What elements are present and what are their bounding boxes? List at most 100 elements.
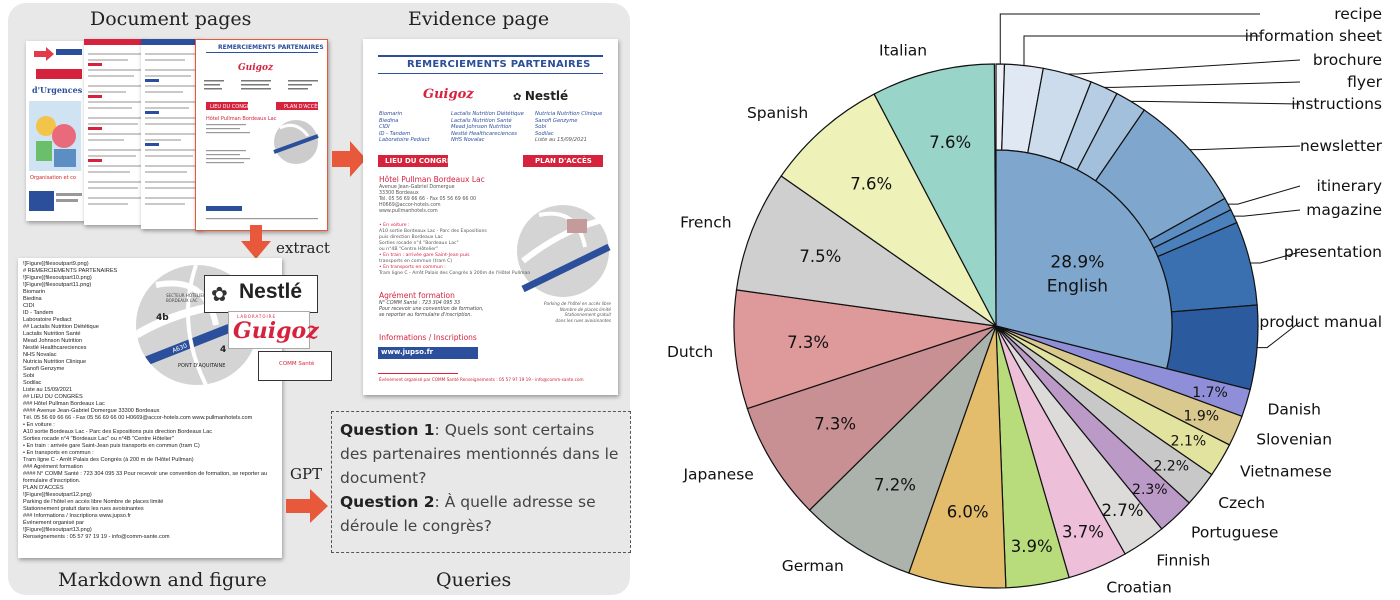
- markdown-line: #### N° COMM Santé : 723 304 095 33 Pour…: [23, 471, 268, 477]
- leader-line-brochure: [1067, 59, 1301, 75]
- subcategory-label-itinerary: itinerary: [1317, 177, 1382, 195]
- doc-orga: Organisation et co: [30, 175, 76, 181]
- slice-label-italian: Italian: [879, 41, 927, 59]
- markdown-line: Sobi: [23, 373, 35, 379]
- access-line: Tram ligne C - Arrêt Palais des Congrès …: [379, 271, 531, 276]
- access-line: • En transports en commun :: [379, 265, 446, 270]
- slice-label-vietnamese: Vietnamese: [1240, 462, 1332, 480]
- title-queries: Queries: [436, 569, 512, 591]
- partner: Sobi: [535, 124, 547, 131]
- evidence-partners-col2: Lactalis Nutrition Diététique Lactalis N…: [451, 111, 524, 144]
- address-line: 33300 Bordeaux: [379, 191, 419, 196]
- slice-label-danish: Danish: [1267, 401, 1320, 419]
- evidence-nestle-text: Nestlé: [524, 89, 569, 103]
- map-label-4b: 4b: [156, 313, 169, 323]
- map-label-secteur: SECTEUR HÔTELIER BORDEAUX LAC: [166, 293, 206, 303]
- slice-label-french: French: [680, 213, 732, 231]
- question-1: Question 1: Quels sont certains des part…: [340, 418, 622, 490]
- leader-line-instructions: [1130, 100, 1301, 105]
- svg-text:PLAN D'ACCÈS: PLAN D'ACCÈS: [284, 102, 321, 110]
- label-gpt: GPT: [290, 465, 323, 483]
- slice-japanese: [746, 325, 997, 511]
- leader-line-presentation: [1250, 251, 1301, 264]
- parking-line: Stationnement gratuit: [564, 312, 611, 318]
- leader-line-newsletter: [1189, 145, 1301, 151]
- evidence-address: Avenue Jean-Gabriel Domergue 33300 Borde…: [379, 185, 476, 215]
- markdown-line: Sodilac: [23, 380, 42, 386]
- doc-page-3-art: [141, 39, 203, 205]
- partner: Nutricia Nutrition Clinique: [535, 111, 603, 117]
- pct-label-finnish: 2.7%: [1102, 501, 1144, 520]
- partner: Mead Johnson Nutrition: [451, 124, 512, 131]
- markdown-line: Laboratoire Pediact: [23, 317, 72, 323]
- doc-page-2-art: [84, 39, 146, 205]
- evidence-access: • En voiture : A10 sortie Bordeaux Lac -…: [379, 223, 530, 277]
- label-extract: extract: [276, 239, 330, 257]
- partner: Sanofi Genzyme: [535, 117, 578, 124]
- nest-icon: ✿: [211, 282, 228, 306]
- partner-list-date: Liste au 15/09/2021: [535, 137, 587, 144]
- access-line: ou n°4B "Centre Hôtelier": [379, 247, 439, 252]
- subcategory-label-presentation: presentation: [1284, 243, 1382, 261]
- markdown-line: ![Figure](filesoutpart11.png): [23, 282, 92, 288]
- pct-label-english: 28.9%: [1050, 253, 1104, 273]
- slice-label-dutch: Dutch: [667, 343, 713, 361]
- markdown-line: Stationnement gratuit dans les rues avoi…: [23, 506, 144, 512]
- subcategory-label-recipe: recipe: [1334, 5, 1382, 23]
- doc-page-2: [84, 39, 146, 225]
- arrow-to-evidence: [332, 141, 366, 177]
- comm-sante-logo-figure: COMM Santé: [258, 351, 332, 381]
- partner: ID - Tandem: [379, 130, 411, 137]
- leader-line-itinerary: [1227, 185, 1301, 205]
- address-line: Avenue Jean-Gabriel Domergue: [379, 185, 455, 190]
- markdown-line: Liste au 15/09/2021: [23, 387, 73, 393]
- markdown-line: Sanofi Genzyme: [23, 366, 65, 372]
- evidence-agrement-title: Agrément formation: [379, 291, 455, 300]
- parking-line: dans les rues avoisinantes: [555, 317, 612, 323]
- markdown-line: Tram ligne C - Arrêt Palais des Congrès …: [23, 457, 194, 463]
- markdown-line: Tél. 05 56 69 66 66 - Fax 05 56 69 66 00…: [23, 415, 253, 421]
- svg-text:Hôtel Pullman Bordeaux Lac: Hôtel Pullman Bordeaux Lac: [206, 115, 277, 122]
- arrow-gpt: [286, 489, 328, 523]
- doc-page-4-art: Guigoz LIEU DU CONGRES PLAN D'ACCÈS Hôte…: [204, 52, 321, 220]
- evidence-guigoz-logo: Guigoz: [423, 87, 474, 102]
- svg-text:LIEU DU CONGRES: LIEU DU CONGRES: [210, 104, 257, 110]
- markdown-line: Biedina: [23, 296, 42, 302]
- subcategory-label-newsletter: newsletter: [1300, 137, 1383, 155]
- markdown-line: Renseignements : 05 57 97 19 19 - info@c…: [23, 534, 170, 540]
- pct-label-croatian: 3.7%: [1062, 522, 1104, 541]
- markdown-line: formulaire d'inscription.: [23, 478, 81, 484]
- slice-spanish: [780, 93, 997, 327]
- pct-label-danish: 1.7%: [1192, 385, 1228, 401]
- agrement-line: se reporter au formulaire d'inscription.: [379, 313, 472, 318]
- guigoz-top: LABORATOIRE: [237, 314, 276, 319]
- markdown-line: ![Figure](filesoutpart10.png): [23, 275, 92, 281]
- address-line: www.pullmanhotels.com: [379, 209, 438, 214]
- pct-label-german: 7.2%: [874, 475, 916, 494]
- subcategory-label-product-manual: product manual: [1259, 313, 1382, 331]
- evidence-nestle-logo: ✿ Nestlé: [513, 89, 568, 103]
- question-2-text: : À quelle adresse se déroule le congrès…: [340, 493, 596, 535]
- nestle-logo-figure: ✿ Nestlé: [204, 275, 318, 313]
- question-2-label: Question 2: [340, 493, 435, 511]
- leader-line-magazine: [1233, 209, 1301, 217]
- pipeline-panel: Document pages Evidence page Markdown an…: [8, 3, 631, 595]
- partner: Laboratoire Pediact: [379, 137, 430, 144]
- nestle-nest-icon: ✿: [513, 92, 525, 103]
- slice-label-japanese: Japanese: [682, 465, 753, 483]
- pct-label-italian: 7.6%: [929, 133, 971, 152]
- title-document-pages: Document pages: [90, 8, 252, 30]
- subcategory-label-flyer: flyer: [1347, 73, 1382, 91]
- leader-line-information-sheet: [1023, 35, 1260, 66]
- markdown-line: NHS Novalac: [23, 352, 57, 358]
- partner: Nestlé Healthcareciences: [451, 130, 517, 137]
- doc-thumb-header: REMERCIEMENTS PARTENAIRES: [218, 44, 324, 51]
- markdown-line: PLAN D'ACCÈS: [23, 485, 64, 491]
- question-2: Question 2: À quelle adresse se déroule …: [340, 490, 622, 538]
- slice-label-portuguese: Portuguese: [1191, 523, 1278, 541]
- slice-label-german: German: [782, 557, 844, 575]
- slice-label-finnish: Finnish: [1156, 551, 1210, 569]
- partner: Biomarin: [379, 111, 403, 117]
- pct-label-czech: 2.2%: [1153, 459, 1189, 475]
- pct-label-slovenian: 1.9%: [1184, 409, 1220, 425]
